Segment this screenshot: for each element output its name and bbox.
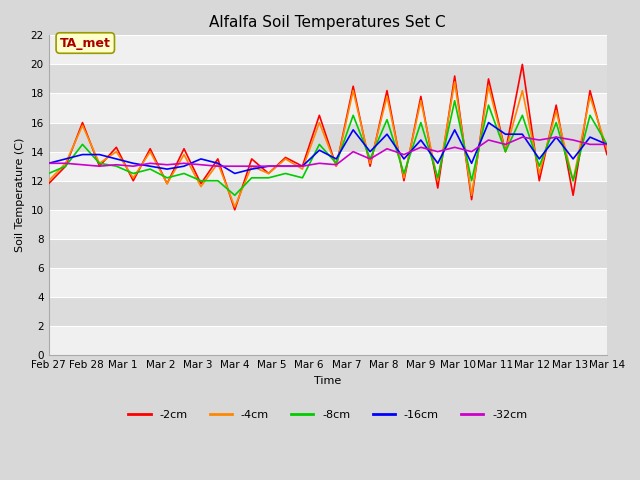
Bar: [49, 268, 607, 297]
Bar: [49, 210, 607, 239]
Title: Alfalfa Soil Temperatures Set C: Alfalfa Soil Temperatures Set C: [209, 15, 446, 30]
X-axis label: Time: Time: [314, 376, 341, 385]
Bar: [49, 36, 607, 64]
Y-axis label: Soil Temperature (C): Soil Temperature (C): [15, 138, 25, 252]
Text: TA_met: TA_met: [60, 36, 111, 49]
Bar: [49, 297, 607, 326]
Bar: [49, 122, 607, 152]
Bar: [49, 94, 607, 122]
Legend: -2cm, -4cm, -8cm, -16cm, -32cm: -2cm, -4cm, -8cm, -16cm, -32cm: [124, 406, 532, 424]
Bar: [49, 326, 607, 355]
Bar: [49, 152, 607, 181]
Bar: [49, 181, 607, 210]
Bar: [49, 239, 607, 268]
Bar: [49, 64, 607, 94]
